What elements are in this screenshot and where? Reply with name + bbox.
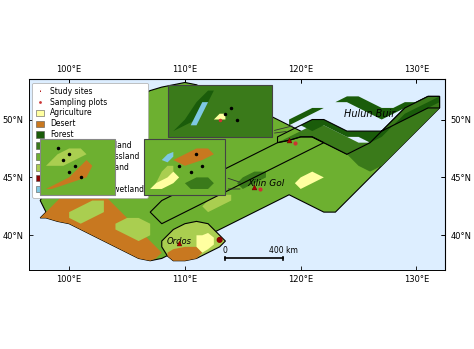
- Polygon shape: [289, 96, 439, 125]
- Legend: Study sites, Sampling plots, Agriculture, Desert, Forest, High-cover grassland, : Study sites, Sampling plots, Agriculture…: [32, 83, 148, 198]
- Bar: [167, 85, 272, 137]
- Polygon shape: [156, 166, 173, 183]
- Polygon shape: [202, 195, 231, 212]
- Polygon shape: [191, 102, 208, 125]
- Polygon shape: [277, 96, 439, 172]
- Polygon shape: [162, 221, 226, 261]
- Polygon shape: [301, 96, 439, 143]
- Polygon shape: [167, 247, 202, 261]
- Polygon shape: [40, 82, 439, 261]
- Polygon shape: [46, 160, 92, 189]
- Circle shape: [217, 238, 222, 242]
- Polygon shape: [46, 148, 87, 166]
- Polygon shape: [295, 172, 324, 189]
- Polygon shape: [40, 177, 162, 261]
- Text: 400 km: 400 km: [269, 246, 298, 255]
- Text: Ordos: Ordos: [167, 237, 191, 246]
- Polygon shape: [214, 114, 226, 119]
- Text: Xilin Gol: Xilin Gol: [247, 179, 284, 188]
- Polygon shape: [173, 91, 214, 131]
- Polygon shape: [197, 233, 214, 253]
- Text: 0: 0: [223, 246, 228, 255]
- Polygon shape: [264, 119, 272, 137]
- Bar: [145, 139, 226, 195]
- Bar: [40, 139, 116, 195]
- Polygon shape: [237, 172, 266, 189]
- Polygon shape: [185, 177, 214, 189]
- Polygon shape: [162, 152, 173, 162]
- Polygon shape: [173, 148, 214, 166]
- Polygon shape: [150, 172, 179, 189]
- Polygon shape: [116, 218, 150, 241]
- Text: Hulun Buir: Hulun Buir: [345, 109, 396, 119]
- Polygon shape: [69, 201, 104, 224]
